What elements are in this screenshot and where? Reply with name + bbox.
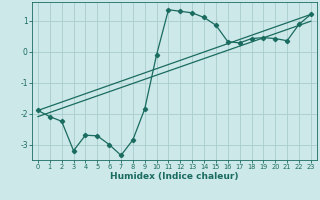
X-axis label: Humidex (Indice chaleur): Humidex (Indice chaleur) — [110, 172, 239, 181]
